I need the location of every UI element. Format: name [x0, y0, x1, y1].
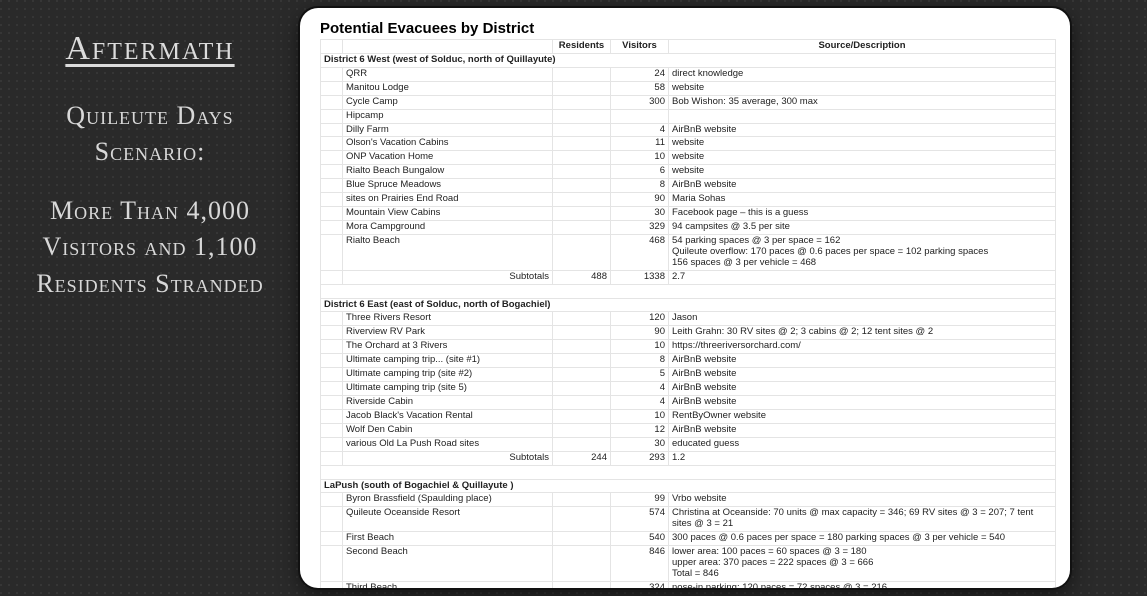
table-row: sites on Prairies End Road90Maria Sohas [321, 193, 1056, 207]
col-header-source: Source/Description [669, 40, 1056, 54]
col-header-residents: Residents [553, 40, 611, 54]
table-row: Manitou Lodge58website [321, 81, 1056, 95]
table-row: Cycle Camp300Bob Wishon: 35 average, 300… [321, 95, 1056, 109]
table-row: Mountain View Cabins30Facebook page – th… [321, 207, 1056, 221]
table-row: Riverside Cabin4AirBnB website [321, 395, 1056, 409]
table-row: Wolf Den Cabin12AirBnB website [321, 423, 1056, 437]
section-header-row: District 6 East (east of Solduc, north o… [321, 298, 1056, 312]
table-row: Third Beach324nose-in parking: 120 paces… [321, 581, 1056, 588]
slide-title: Aftermath [10, 30, 290, 68]
table-row: The Orchard at 3 Rivers10https://threeri… [321, 340, 1056, 354]
table-row: QRR24direct knowledge [321, 67, 1056, 81]
table-row: Ultimate camping trip (site #2)5AirBnB w… [321, 368, 1056, 382]
spacer-row [321, 284, 1056, 298]
table-row: Riverview RV Park90Leith Grahn: 30 RV si… [321, 326, 1056, 340]
slide-subtitle: Quileute Days Scenario: [10, 98, 290, 171]
table-row: Olson's Vacation Cabins11website [321, 137, 1056, 151]
table-row: Quileute Oceanside Resort574Christina at… [321, 507, 1056, 532]
sheet-title: Potential Evacuees by District [320, 20, 1056, 37]
table-row: Ultimate camping trip (site 5)4AirBnB we… [321, 382, 1056, 396]
section-header-row: LaPush (south of Bogachiel & Quillayute … [321, 479, 1056, 493]
table-row: Mora Campground32994 campsites @ 3.5 per… [321, 220, 1056, 234]
subtotal-row: Subtotals2442931.2 [321, 451, 1056, 465]
subtotal-row: Subtotals48813382.7 [321, 270, 1056, 284]
table-row: Hipcamp [321, 109, 1056, 123]
table-row: Second Beach846lower area: 100 paces = 6… [321, 546, 1056, 582]
left-text-panel: Aftermath Quileute Days Scenario: More T… [10, 30, 290, 302]
table-row: Jacob Black's Vacation Rental10RentByOwn… [321, 409, 1056, 423]
table-row: Blue Spruce Meadows8AirBnB website [321, 179, 1056, 193]
table-row: Rialto Beach46854 parking spaces @ 3 per… [321, 234, 1056, 270]
table-row: various Old La Push Road sites30educated… [321, 437, 1056, 451]
spreadsheet-content: Potential Evacuees by District Residents… [320, 20, 1056, 588]
table-row: First Beach540300 paces @ 0.6 paces per … [321, 532, 1056, 546]
table-row: ONP Vacation Home10website [321, 151, 1056, 165]
slide-body: More Than 4,000 Visitors and 1,100 Resid… [10, 193, 290, 302]
table-row: Dilly Farm4AirBnB website [321, 123, 1056, 137]
col-header-visitors: Visitors [611, 40, 669, 54]
table-row: Ultimate camping trip... (site #1)8AirBn… [321, 354, 1056, 368]
table-row: Rialto Beach Bungalow6website [321, 165, 1056, 179]
spreadsheet-frame: Potential Evacuees by District Residents… [300, 8, 1070, 588]
table-row: Three Rivers Resort120Jason [321, 312, 1056, 326]
table-header-row: Residents Visitors Source/Description [321, 40, 1056, 54]
section-header-row: District 6 West (west of Solduc, north o… [321, 53, 1056, 67]
table-row: Byron Brassfield (Spaulding place)99Vrbo… [321, 493, 1056, 507]
evacuee-table: Residents Visitors Source/Description Di… [320, 39, 1056, 588]
spacer-row [321, 465, 1056, 479]
